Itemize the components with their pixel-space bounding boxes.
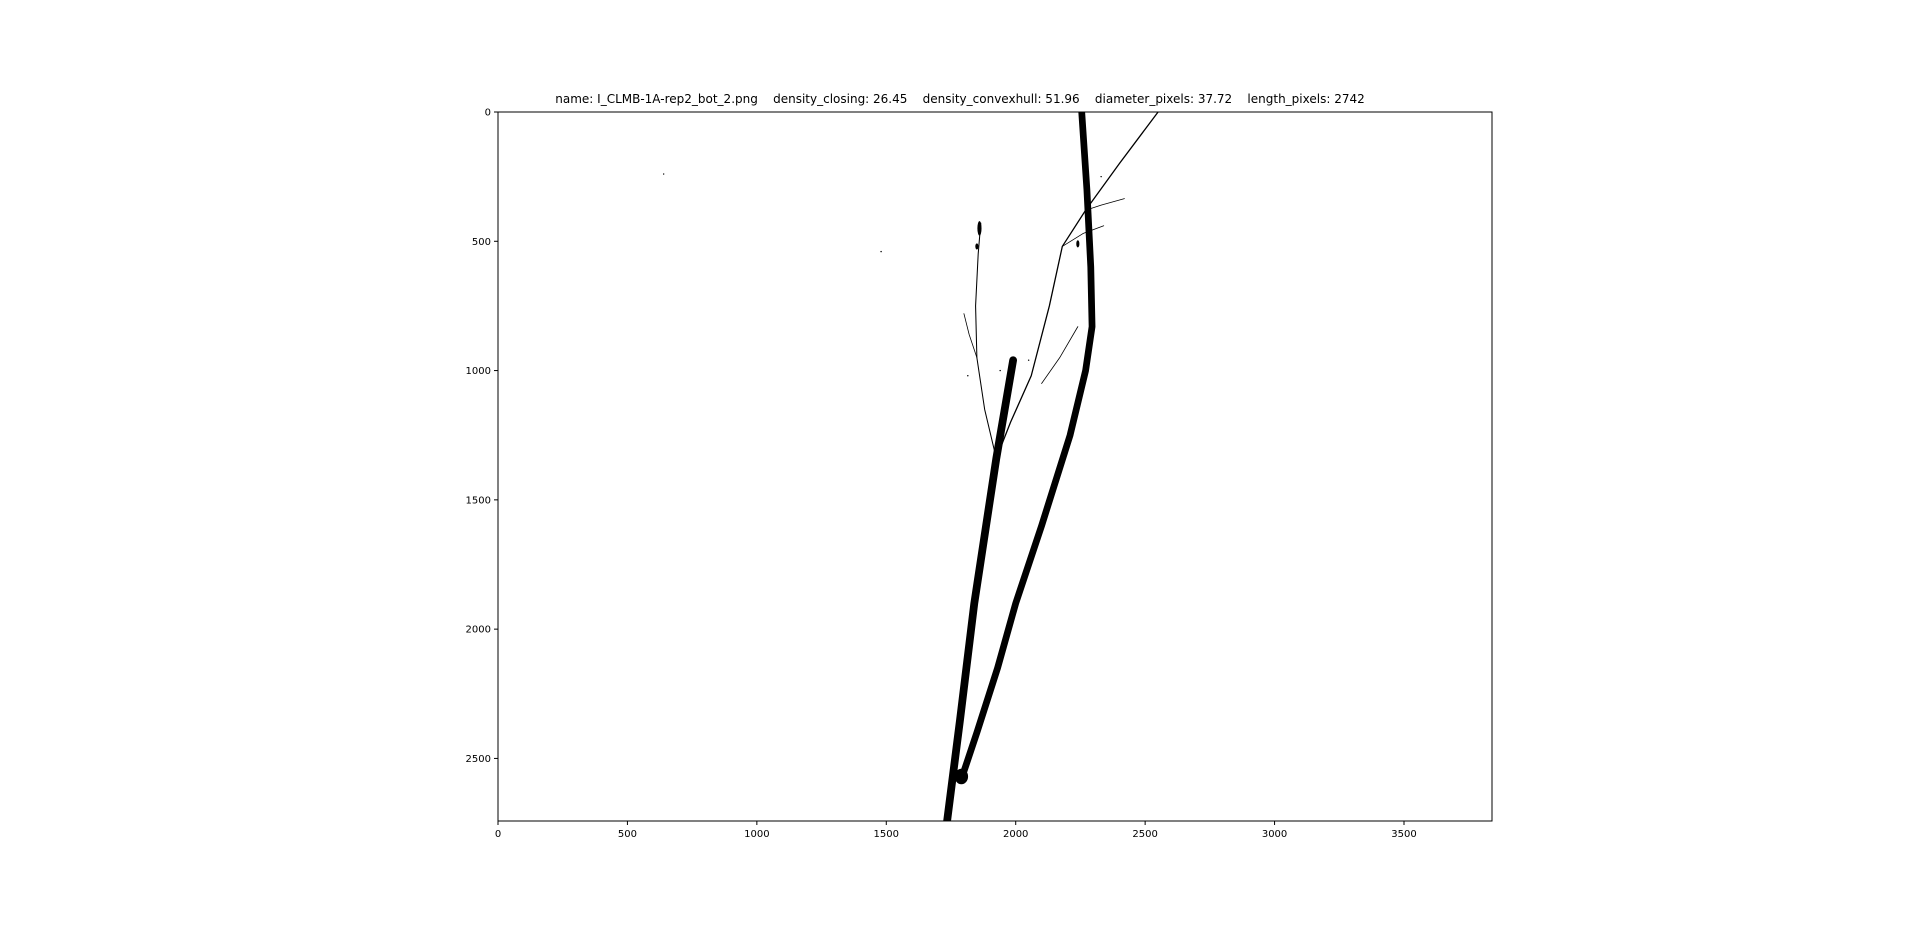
root-blob-0 [977,221,982,236]
speck-4 [1027,359,1030,361]
x-tick-label-1500: 1500 [874,829,899,840]
root-stroke-1 [957,112,1096,783]
speck-6 [967,375,969,377]
root-stroke-5 [1061,225,1105,247]
root-stroke-0 [943,356,1018,821]
x-tick-label-0: 0 [495,829,501,840]
chart-title: name: I_CLMB-1A-rep2_bot_2.png density_c… [555,92,1365,106]
root-stroke-7 [963,313,978,359]
y-tick-label-2500: 2500 [466,754,491,765]
speck-1 [880,250,882,253]
y-tick-label-0: 0 [485,108,491,119]
root-stroke-6 [1041,326,1079,384]
x-tick-label-2000: 2000 [1003,829,1028,840]
root-blob-3 [954,768,969,785]
speck-3 [1004,390,1007,392]
root-blob-1 [975,243,979,250]
x-tick-label-1000: 1000 [744,829,769,840]
speck-2 [999,369,1001,372]
x-tick-label-3500: 3500 [1391,829,1416,840]
y-tick-label-500: 500 [472,237,491,248]
plot-frame [497,111,1493,822]
x-tick-label-2500: 2500 [1132,829,1157,840]
x-tick-label-3000: 3000 [1262,829,1287,840]
y-tick-label-1000: 1000 [466,366,491,377]
x-tick-label-500: 500 [618,829,637,840]
root-blob-2 [1076,240,1080,248]
speck-0 [662,173,665,175]
root-stroke-4 [1085,198,1125,211]
speck-5 [1100,175,1102,178]
root-stroke-2 [995,112,1159,460]
y-tick-label-2000: 2000 [466,625,491,636]
root-stroke-3 [975,222,997,460]
y-tick-label-1500: 1500 [466,495,491,506]
